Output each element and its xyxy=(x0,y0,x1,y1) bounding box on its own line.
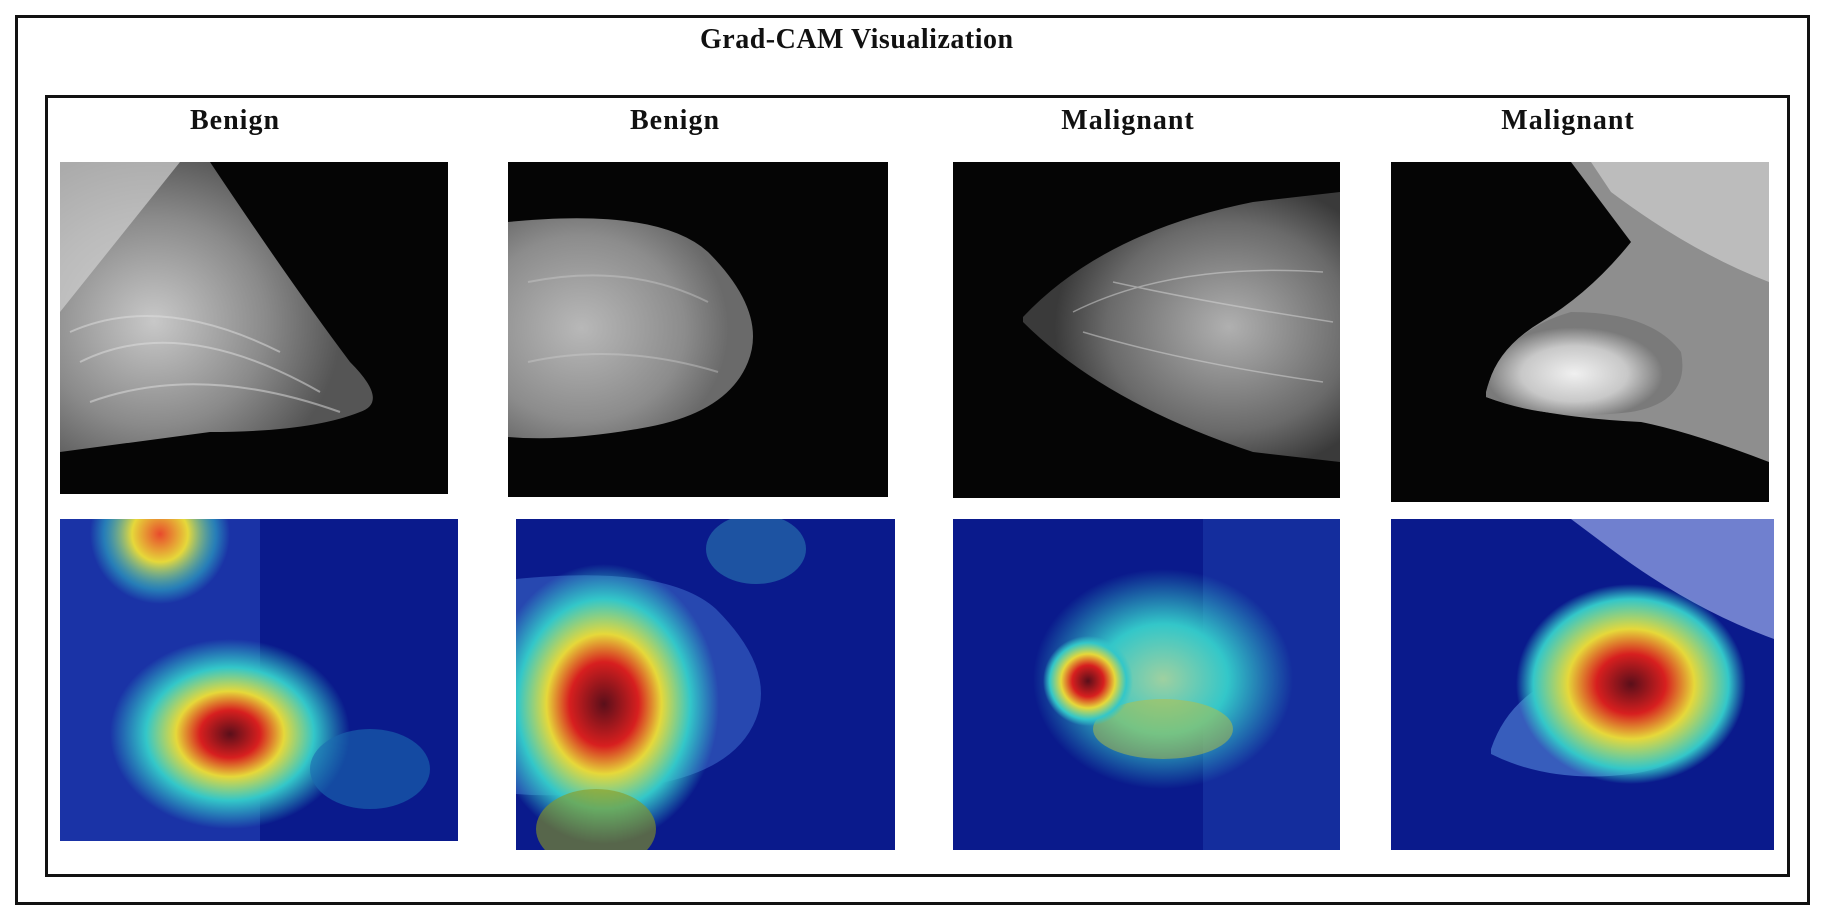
mammogram-image-1 xyxy=(60,162,448,494)
column-label-4: Malignant xyxy=(1501,105,1635,136)
column-label-3: Malignant xyxy=(1061,105,1195,136)
gradcam-heatmap-1 xyxy=(60,519,458,841)
gradcam-heatmap-3 xyxy=(953,519,1340,850)
mammogram-image-3 xyxy=(953,162,1340,498)
mammogram-image-4 xyxy=(1391,162,1769,502)
outer-frame xyxy=(15,15,1810,905)
gradcam-heatmap-4 xyxy=(1391,519,1774,850)
gradcam-heatmap-2 xyxy=(516,519,895,850)
mammogram-image-2 xyxy=(508,162,888,497)
figure-title: Grad-CAM Visualization xyxy=(700,24,1014,55)
inner-frame xyxy=(45,95,1790,877)
column-label-1: Benign xyxy=(189,105,281,136)
column-label-2: Benign xyxy=(629,105,721,136)
